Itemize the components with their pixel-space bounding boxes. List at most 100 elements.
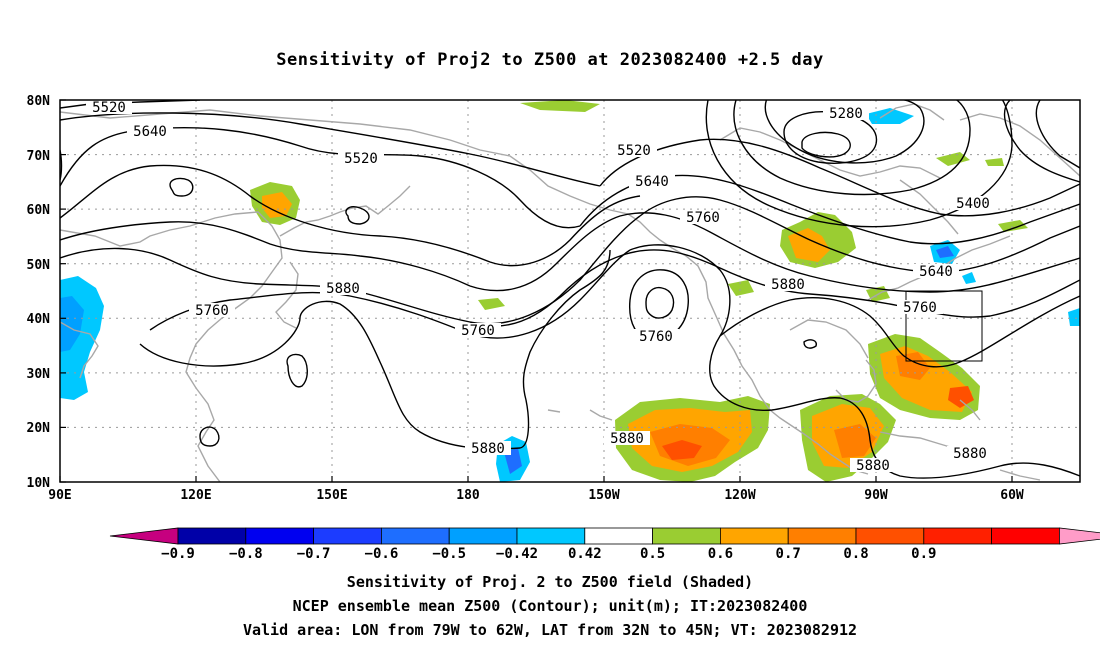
colorbar-label: 0.9: [911, 546, 936, 562]
svg-text:5880: 5880: [953, 446, 987, 462]
svg-text:5280: 5280: [829, 106, 863, 122]
colorbar-arrow-high: [1059, 527, 1100, 545]
contour-label-10: 5760: [897, 300, 943, 316]
contour-label-3: 5520: [338, 151, 384, 167]
colorbar-labels: −0.9 −0.8 −0.7 −0.6 −0.5 −0.42 0.42 0.5 0.6 0.7 0.…: [161, 546, 936, 562]
shade-atlantic-core2: [948, 386, 974, 408]
colorbar-box: [177, 527, 247, 545]
svg-text:5520: 5520: [617, 143, 651, 159]
valid-area-box: [905, 290, 983, 362]
lat-label: 10N: [27, 476, 51, 491]
svg-text:5880: 5880: [610, 431, 644, 447]
svg-text:5760: 5760: [195, 303, 229, 319]
contour-label-16: 5880: [465, 441, 511, 457]
svg-text:5760: 5760: [686, 210, 720, 226]
shade-greenland-neg: [866, 108, 914, 124]
svg-text:5400: 5400: [956, 196, 990, 212]
colorbar-label: −0.6: [365, 546, 399, 562]
svg-text:5520: 5520: [344, 151, 378, 167]
colorbar-box: [923, 527, 992, 545]
colorbar-label: 0.5: [640, 546, 665, 562]
shade-central-pacific: [478, 298, 505, 310]
axis-ticks: [59, 99, 1013, 483]
colorbar-label: −0.7: [297, 546, 331, 562]
lon-label: 120E: [180, 488, 211, 503]
caption-line-1: Sensitivity of Proj. 2 to Z500 field (Sh…: [346, 573, 754, 591]
shade-mexico-pacific-red: [662, 440, 702, 460]
caption-line-2: NCEP ensemble mean Z500 (Contour); unit(…: [292, 597, 808, 615]
colorbar-box: [313, 527, 382, 545]
svg-text:5760: 5760: [639, 329, 673, 345]
shade-canada-east2: [998, 220, 1028, 232]
colorbar-label: −0.5: [432, 546, 466, 562]
contour-label-19: 5880: [947, 446, 993, 462]
svg-text:5760: 5760: [461, 323, 495, 339]
shade-labrador-neg-core: [936, 246, 954, 258]
lat-label: 60N: [27, 203, 51, 218]
svg-text:5880: 5880: [856, 458, 890, 474]
shade-neg-spot2: [962, 272, 976, 284]
contour-label-7: 5760: [680, 210, 726, 226]
svg-text:5640: 5640: [133, 124, 167, 140]
colorbar-box: [652, 527, 721, 545]
coastlines: [60, 103, 1080, 482]
contour-label-18: 5880: [850, 458, 896, 474]
colorbar-boxes: [109, 527, 1100, 545]
shade-west-pacific-core: [262, 192, 292, 218]
contour-label-2: 5640: [127, 124, 173, 140]
colorbar-box: [516, 527, 586, 545]
plot-title: Sensitivity of Proj2 to Z500 at 20230824…: [276, 50, 824, 70]
contour-label-14: 5760: [455, 323, 501, 339]
colorbar-box: [380, 527, 450, 545]
colorbar-label: −0.8: [229, 546, 263, 562]
colorbar-label: 0.8: [843, 546, 868, 562]
colorbar-label: 0.7: [776, 546, 801, 562]
lat-label: 30N: [27, 367, 51, 382]
colorbar-box: [855, 527, 925, 545]
lat-label: 50N: [27, 258, 51, 273]
shade-gulf: [728, 280, 754, 296]
contour-labels: 5520 5640 5520 5280 5520 5640 5760 5400 …: [86, 100, 996, 474]
lon-label: 60W: [1000, 488, 1024, 503]
shade-china-negative-core: [60, 296, 84, 352]
svg-text:5640: 5640: [919, 264, 953, 280]
contour-label-8: 5400: [950, 196, 996, 212]
colorbar: −0.9 −0.8 −0.7 −0.6 −0.5 −0.42 0.42 0.5 0.6 0.7 0.…: [109, 527, 1100, 562]
lon-label: 150W: [588, 488, 619, 503]
lat-label: 20N: [27, 421, 51, 436]
svg-text:5640: 5640: [635, 174, 669, 190]
contour-label-15: 5760: [633, 329, 679, 345]
svg-text:5880: 5880: [471, 441, 505, 457]
contour-label-4: 5280: [823, 106, 869, 122]
contour-label-5: 5520: [611, 143, 657, 159]
shade-neg-spot1: [1068, 308, 1080, 326]
lat-label: 40N: [27, 312, 51, 327]
contour-label-1: 5520: [86, 100, 132, 116]
contour-label-9: 5640: [913, 264, 959, 280]
contour-label-6: 5640: [629, 174, 675, 190]
svg-text:5880: 5880: [326, 281, 360, 297]
shade-great-lakes-core: [788, 228, 830, 262]
svg-text:5760: 5760: [903, 300, 937, 316]
lon-label: 150E: [316, 488, 347, 503]
lat-label: 70N: [27, 149, 51, 164]
lon-label: 90W: [864, 488, 888, 503]
colorbar-box: [720, 527, 789, 545]
plot-frame: [59, 99, 1081, 483]
colorbar-box: [787, 527, 857, 545]
colorbar-label: 0.42: [568, 546, 602, 562]
svg-text:5880: 5880: [771, 277, 805, 293]
lat-label: 80N: [27, 94, 51, 109]
colorbar-arrow-low: [109, 527, 179, 545]
shade-ne-canada: [985, 158, 1004, 166]
colorbar-label: 0.6: [708, 546, 733, 562]
sensitivity-shading: [60, 100, 1080, 482]
colorbar-box: [991, 527, 1060, 545]
caption-line-3: Valid area: LON from 79W to 62W, LAT fro…: [242, 621, 858, 639]
contour-label-11: 5880: [765, 277, 811, 293]
lon-label: 180: [456, 488, 480, 503]
shade-arctic-strip: [520, 100, 600, 112]
colorbar-box: [245, 527, 315, 545]
lon-labels: 90E 120E 150E 180 150W 120W 90W 60W: [48, 488, 1024, 503]
